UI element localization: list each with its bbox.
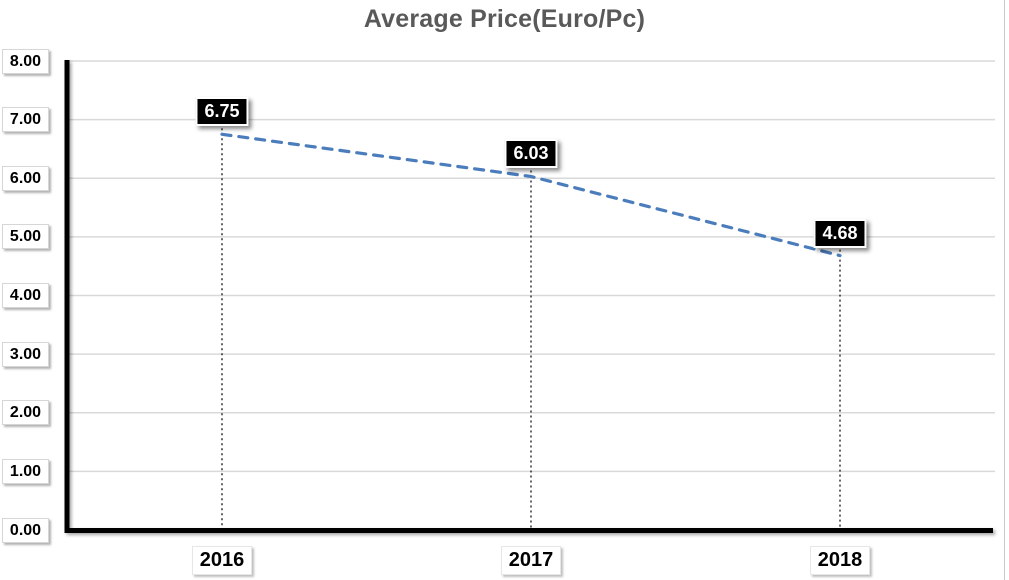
x-category-label: 2017: [501, 546, 561, 575]
series-line: [220, 132, 842, 258]
data-label: 6.03: [504, 139, 558, 169]
y-tick-label: 0.00: [2, 517, 49, 543]
y-tick-label: 5.00: [2, 224, 49, 250]
data-label: 6.75: [195, 97, 249, 127]
y-tick-label: 7.00: [2, 107, 49, 133]
x-category-label: 2016: [192, 546, 252, 575]
data-label: 4.68: [813, 218, 867, 248]
chart-title: Average Price(Euro/Pc): [363, 5, 646, 33]
y-tick-label: 4.00: [2, 283, 49, 308]
chart-right-border-line: [1004, 0, 1005, 580]
x-category-label: 2018: [810, 546, 870, 575]
axes: [64, 60, 993, 533]
y-tick-label: 1.00: [2, 458, 49, 484]
y-tick-label: 2.00: [2, 400, 49, 426]
y-tick-label: 8.00: [2, 48, 49, 74]
y-tick-label: 3.00: [2, 341, 49, 367]
y-tick-label: 6.00: [2, 165, 49, 191]
